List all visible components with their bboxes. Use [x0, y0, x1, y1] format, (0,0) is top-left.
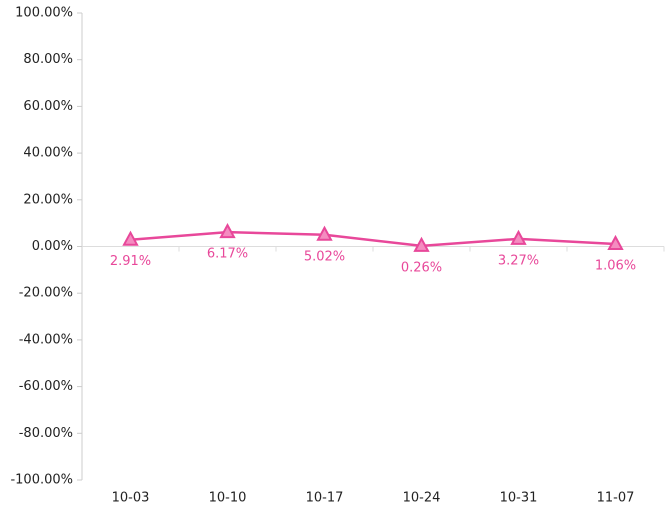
marker	[219, 222, 236, 239]
y-tick-label: -60.00%	[19, 379, 73, 394]
value-label: 1.06%	[595, 259, 636, 274]
value-label: 3.27%	[498, 253, 539, 268]
y-tick-label: -100.00%	[10, 473, 73, 488]
y-tick-label: 100.00%	[15, 6, 73, 21]
x-tick-label: 10-31	[500, 491, 538, 506]
value-label: 5.02%	[304, 249, 345, 264]
value-label: 0.26%	[401, 260, 442, 275]
x-tick-label: 10-03	[112, 491, 150, 506]
x-tick-label: 10-24	[403, 491, 441, 506]
y-tick-label: -80.00%	[19, 426, 73, 441]
marker	[607, 234, 624, 251]
x-tick-label: 10-17	[306, 491, 344, 506]
value-label: 2.91%	[110, 254, 151, 269]
marker	[316, 225, 333, 241]
marker	[122, 230, 139, 246]
marker	[510, 229, 527, 245]
y-tick-label: 40.00%	[23, 146, 73, 161]
x-tick-label: 10-10	[209, 491, 247, 506]
y-tick-label: 80.00%	[23, 52, 73, 67]
value-label: 6.17%	[207, 247, 248, 262]
line	[130, 230, 616, 248]
x-tick-label: 11-07	[597, 491, 635, 506]
y-tick-label: 20.00%	[23, 192, 73, 207]
y-tick-label: 0.00%	[32, 239, 73, 254]
y-tick-label: -20.00%	[19, 286, 73, 301]
marker	[413, 236, 430, 252]
y-tick-label: 60.00%	[23, 99, 73, 114]
y-tick-label: -40.00%	[19, 332, 73, 347]
